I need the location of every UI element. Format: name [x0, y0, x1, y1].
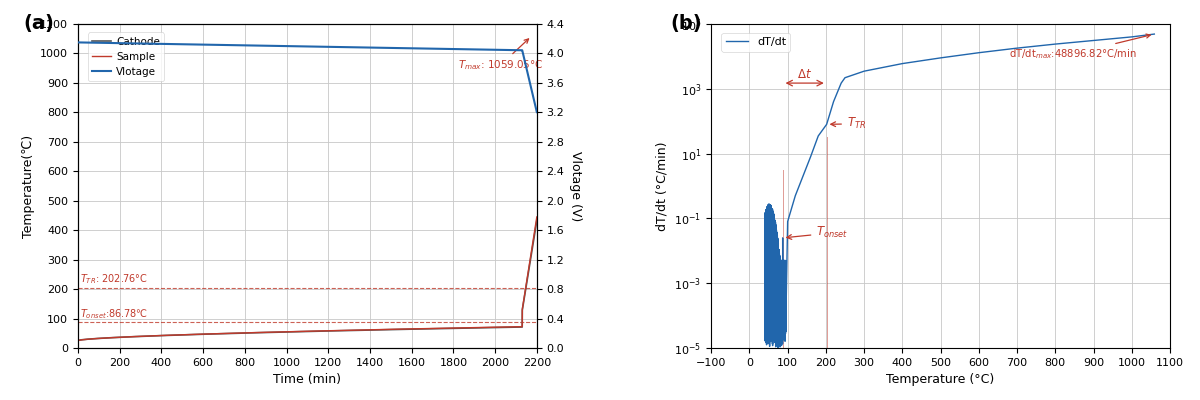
Text: $T_{TR}$: $T_{TR}$ — [830, 116, 866, 131]
dT/dt — [775, 305, 790, 310]
Vlotage — [236, 43, 251, 48]
dT/dt — [763, 264, 778, 268]
Text: (b): (b) — [670, 14, 702, 33]
Y-axis label: Vlotage (V): Vlotage (V) — [570, 151, 582, 221]
Text: $\Delta t$: $\Delta t$ — [797, 68, 812, 81]
Sample — [236, 330, 251, 335]
Vlotage — [94, 40, 108, 45]
dT/dt — [774, 261, 788, 266]
Text: $T_{max}$: 1059.05°C: $T_{max}$: 1059.05°C — [457, 39, 544, 72]
Cathode — [71, 338, 85, 343]
Sample — [342, 328, 356, 333]
Legend: dT/dt: dT/dt — [721, 33, 791, 52]
Cathode — [410, 327, 425, 332]
X-axis label: Temperature (°C): Temperature (°C) — [887, 373, 995, 386]
Line: Vlotage: Vlotage — [78, 42, 536, 112]
Line: Sample: Sample — [78, 217, 536, 341]
Cathode — [236, 331, 251, 336]
Vlotage — [410, 46, 425, 51]
Text: $T_{TR}$: 202.76°C: $T_{TR}$: 202.76°C — [80, 272, 148, 286]
Vlotage — [71, 40, 85, 45]
Vlotage — [362, 45, 377, 50]
Sample — [410, 326, 425, 331]
Legend: Cathode, Sample, Vlotage: Cathode, Sample, Vlotage — [88, 32, 164, 81]
Text: $T_{onset}$:86.78℃: $T_{onset}$:86.78℃ — [80, 308, 148, 321]
Cathode — [362, 328, 377, 332]
dT/dt — [1147, 32, 1162, 36]
Text: dT/dt$_{max}$:48896.82°C/min: dT/dt$_{max}$:48896.82°C/min — [1009, 34, 1151, 61]
Y-axis label: dT/dt (°C/min): dT/dt (°C/min) — [656, 141, 668, 231]
dT/dt — [768, 316, 782, 320]
Line: dT/dt: dT/dt — [764, 34, 1154, 348]
Line: Cathode: Cathode — [78, 220, 536, 340]
Y-axis label: Temperature(℃): Temperature(℃) — [22, 134, 35, 238]
Cathode — [94, 336, 108, 341]
Sample — [436, 326, 450, 331]
dT/dt — [778, 258, 792, 263]
Sample — [71, 338, 85, 343]
dT/dt — [770, 346, 785, 350]
Cathode — [529, 218, 544, 223]
Vlotage — [529, 110, 544, 114]
Sample — [94, 336, 108, 341]
Cathode — [342, 328, 356, 333]
Sample — [529, 214, 544, 219]
Vlotage — [436, 46, 450, 51]
Cathode — [436, 326, 450, 331]
Sample — [362, 327, 377, 332]
Text: $T_{onset}$: $T_{onset}$ — [787, 225, 848, 240]
Vlotage — [342, 45, 356, 50]
X-axis label: Time (min): Time (min) — [274, 373, 342, 386]
dT/dt — [757, 224, 772, 229]
dT/dt — [761, 214, 775, 218]
Text: (a): (a) — [23, 14, 54, 33]
